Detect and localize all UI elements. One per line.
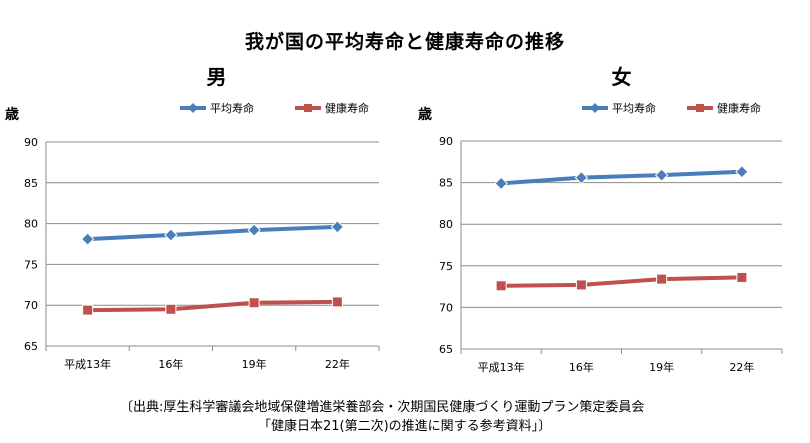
x-tick-label: 16年 <box>569 360 594 374</box>
y-tick-label: 90 <box>24 136 38 149</box>
data-point-avg-life <box>574 170 589 185</box>
legend-label-avg-life: 平均寿命 <box>210 101 254 115</box>
y-tick-label: 70 <box>439 301 453 314</box>
y-tick-label: 75 <box>439 260 453 273</box>
x-tick-label: 16年 <box>158 357 183 371</box>
data-point-avg-life <box>330 220 345 234</box>
data-point-healthy-life <box>331 296 343 308</box>
data-point-healthy-life <box>165 303 177 315</box>
x-tick-label: 平成13年 <box>64 357 111 371</box>
x-tick-label: 平成13年 <box>478 360 525 374</box>
y-axis-label: 歳 <box>5 106 19 123</box>
data-point-avg-life <box>164 228 178 242</box>
source-citation: 〔出典:厚生科学審議会地域保健増進栄養部会・次期国民健康づくり運動プラン策定委員… <box>120 400 645 415</box>
data-point-avg-life <box>247 223 261 237</box>
data-point-avg-life <box>80 232 95 246</box>
data-point-healthy-life <box>736 271 748 283</box>
data-point-healthy-life <box>82 304 94 316</box>
chart-title: 女 <box>612 65 632 89</box>
series-line-healthy-life <box>87 299 338 313</box>
x-tick-label: 22年 <box>325 357 350 371</box>
chart-female: 女歳 90 85 80 75 70 65 平成13年 16年 19年 22年 平均寿命 健康寿命 <box>418 65 783 374</box>
chart-title: 男 <box>207 65 227 89</box>
data-point-avg-life <box>654 168 669 182</box>
legend-label-healthy-life: 健康寿命 <box>717 101 761 115</box>
data-point-healthy-life <box>575 279 587 291</box>
y-tick-label: 70 <box>24 299 38 312</box>
chart-male: 男歳 90 85 80 75 70 65 平成13年 16年 19年 22年 平均寿命 健康寿命 <box>5 65 380 371</box>
data-point-healthy-life <box>656 273 668 285</box>
y-tick-label: 85 <box>24 177 38 190</box>
y-tick-label: 75 <box>24 258 38 271</box>
y-tick-label: 85 <box>439 177 453 190</box>
x-tick-label: 19年 <box>649 360 674 374</box>
legend-marker <box>696 104 704 112</box>
data-point-avg-life <box>735 165 749 179</box>
y-tick-label: 65 <box>439 343 453 356</box>
legend-marker <box>590 103 600 113</box>
data-point-healthy-life <box>248 297 260 309</box>
legend-label-avg-life: 平均寿命 <box>612 101 656 115</box>
y-tick-label: 90 <box>439 135 453 148</box>
legend-marker <box>304 104 312 112</box>
page-title: 我が国の平均寿命と健康寿命の推移 <box>244 31 565 53</box>
data-point-healthy-life <box>495 280 507 292</box>
x-tick-label: 19年 <box>242 357 267 371</box>
y-tick-label: 65 <box>24 340 38 353</box>
legend-marker <box>188 103 198 113</box>
source-document: 「健康日本21(第二次)の推進に関する参考資料」〕 <box>258 419 552 434</box>
x-tick-label: 22年 <box>729 360 754 374</box>
y-tick-label: 80 <box>24 218 38 231</box>
y-tick-label: 80 <box>439 218 453 231</box>
series-line-avg-life <box>500 169 742 186</box>
series-line-avg-life <box>87 224 338 242</box>
y-axis-label: 歳 <box>418 106 432 123</box>
series-line-healthy-life <box>501 275 742 288</box>
legend-label-healthy-life: 健康寿命 <box>325 101 369 115</box>
data-point-avg-life <box>494 176 508 191</box>
